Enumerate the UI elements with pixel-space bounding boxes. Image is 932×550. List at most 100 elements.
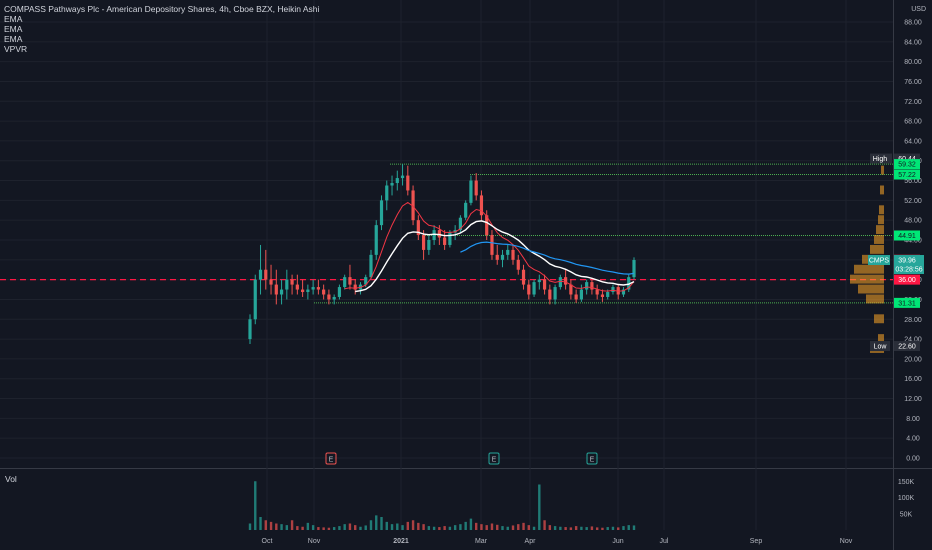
volume-bar [611,526,615,530]
candle-body [585,282,589,290]
candle-body [474,180,478,196]
vpvr-bar [878,334,884,344]
time-axis[interactable]: Oct Nov 2021 Mar Apr Jun Jul Sep Nov [262,538,853,545]
volume-bars [248,481,636,530]
indicator-ema-1[interactable]: EMA [4,14,23,24]
time-tick-label: Jun [612,538,623,545]
low-value: 22.60 [898,344,916,351]
tag-31: 31.31 [898,300,916,307]
time-tick-label: Mar [475,538,488,545]
volume-bar [269,521,273,530]
candle-body [479,195,484,216]
candle-body [285,279,289,290]
volume-bar [490,523,494,530]
tag-44-bg [894,230,920,241]
candle-body [327,294,331,300]
chart-legend: COMPASS Pathways Plc - American Deposito… [4,4,319,54]
candle-body [621,289,626,295]
candle-body [627,277,631,290]
price-tick-label: 68.00 [904,119,922,126]
volume-bar [448,526,452,530]
volume-bar [280,524,283,530]
candle-body [595,289,599,295]
candle-body [369,254,373,278]
volume-bar [311,525,315,530]
price-tags: High60.4459.3257.2244.9140.01CMPS39.9603… [868,153,924,352]
volume-bar [532,526,536,530]
indicator-ema-2[interactable]: EMA [4,24,23,34]
vpvr-bar [880,185,884,195]
volume-bar [548,525,552,530]
indicator-vpvr[interactable]: VPVR [4,44,28,54]
candle-body [453,230,457,233]
price-tick-label: 56.00 [904,178,922,185]
ema-slow-line [460,241,635,275]
volume-bar [501,526,504,530]
vpvr-bar [874,235,884,244]
last-price-bg [894,255,924,275]
candle-body [390,183,394,186]
candle-body [364,277,368,285]
candle-body [353,284,357,290]
volume-pane-label: Vol [5,474,17,484]
volume-bar [601,527,604,530]
volume-bar [474,522,478,530]
volume-bar [443,526,446,530]
volume-bar [322,527,325,530]
volume-bar [296,526,299,530]
candle-body [295,284,299,290]
volume-bar [553,526,557,530]
vpvr-bar [870,244,884,254]
candle-body [316,287,320,290]
volume-bar [496,524,499,530]
low-label: Low [874,344,888,351]
price-tick-label: 88.00 [904,20,922,27]
volume-bar [327,527,331,530]
volume-bar [401,525,404,530]
volume-bar [264,520,267,530]
candle-body [606,292,610,297]
candle-body [611,287,615,293]
price-tick-label: 48.00 [904,218,922,225]
volume-bar [480,524,483,530]
candle-body [400,175,405,179]
candle-body [521,269,526,285]
candle-body [416,220,420,236]
candle-body [432,230,436,240]
candle-body [448,232,452,245]
last-price: 39.96 [898,258,916,265]
price-tick-label: 8.00 [906,416,920,423]
volume-bar [290,520,294,530]
indicator-ema-3[interactable]: EMA [4,34,23,44]
volume-bar [369,520,373,530]
candle-body [469,180,473,203]
price-tick-label: 84.00 [904,39,922,46]
volume-bar [343,524,346,530]
price-tick-label: 12.00 [904,396,922,403]
candle-body [511,249,515,260]
symbol-title[interactable]: COMPASS Pathways Plc - American Deposito… [4,4,320,14]
price-tick-label: 24.00 [904,337,922,344]
candle-body [311,287,315,290]
candle-body [532,282,536,295]
volume-bar [317,527,320,530]
candle-body [322,289,326,295]
candle-body [253,279,257,320]
high-value-bg [894,153,920,164]
tag-36-bg [894,274,920,285]
volume-bar [359,526,362,530]
ema-mid-line [355,220,635,293]
price-axis[interactable]: 88.0084.0080.0076.0072.0068.0064.0060.00… [904,6,926,463]
tag-57-bg [894,169,920,180]
candle-body [579,289,583,300]
volume-bar [559,526,562,530]
earnings-marker-label: E [590,457,595,464]
high-label-bg [870,153,892,164]
volume-bar [338,526,341,530]
bar-countdown: 03:28:56 [895,267,922,274]
candles [248,164,636,345]
volume-bar [354,525,357,530]
